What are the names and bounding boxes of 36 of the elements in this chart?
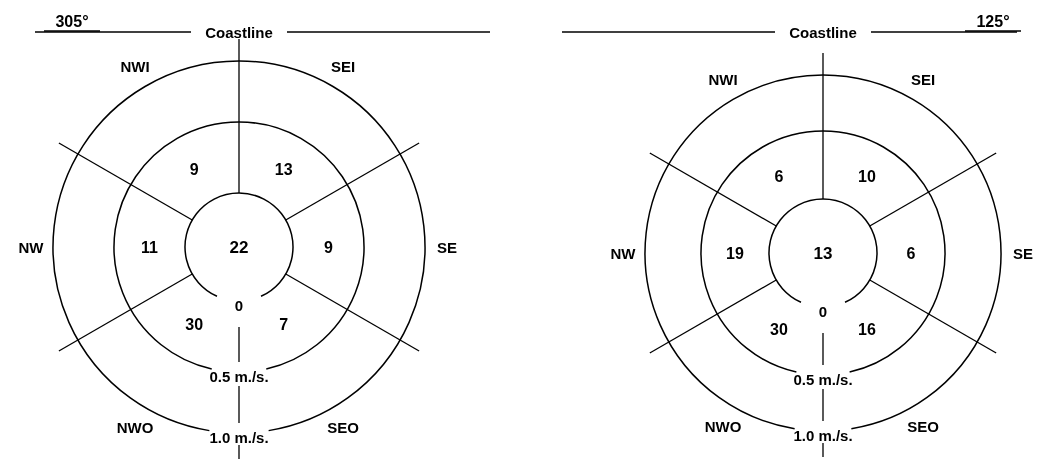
category-label: SE	[436, 238, 458, 256]
category-label: NWO	[704, 417, 742, 435]
data-label: 19	[726, 244, 744, 262]
text: 0	[234, 296, 244, 314]
data-label: 6	[774, 168, 784, 186]
data-label: 6	[906, 244, 916, 262]
data-label: 30	[185, 316, 204, 334]
text: 305°	[55, 12, 89, 30]
text: 125°	[976, 12, 1010, 30]
category-label: NWO	[116, 418, 154, 436]
category-label: SEO	[907, 417, 940, 435]
category-label: SEI	[910, 71, 936, 89]
text: Coastline	[789, 23, 857, 41]
data-label: 13	[274, 160, 293, 178]
text: 1.0 m./s.	[209, 428, 269, 446]
text: 1.0 m./s.	[793, 426, 853, 444]
text: Coastline	[205, 23, 273, 41]
category-label: SEI	[330, 58, 356, 76]
text: 0	[818, 302, 828, 320]
data-label: 10	[858, 168, 876, 186]
data-label: 16	[858, 320, 876, 338]
category-label: SE	[1012, 244, 1034, 262]
category-label: NWI	[120, 58, 150, 76]
text: 13	[813, 243, 833, 263]
data-label: 30	[770, 320, 788, 338]
text: 0.5 m./s.	[793, 370, 853, 388]
category-label: NW	[610, 244, 637, 262]
category-label: NW	[18, 238, 45, 256]
category-label: NWI	[708, 71, 738, 89]
text: 22	[229, 237, 249, 257]
data-label: 7	[279, 316, 289, 334]
text: 0.5 m./s.	[209, 367, 269, 385]
data-label: 9	[324, 238, 334, 256]
data-label: 9	[189, 160, 199, 178]
category-label: SEO	[327, 418, 360, 436]
data-label: 11	[141, 238, 159, 256]
